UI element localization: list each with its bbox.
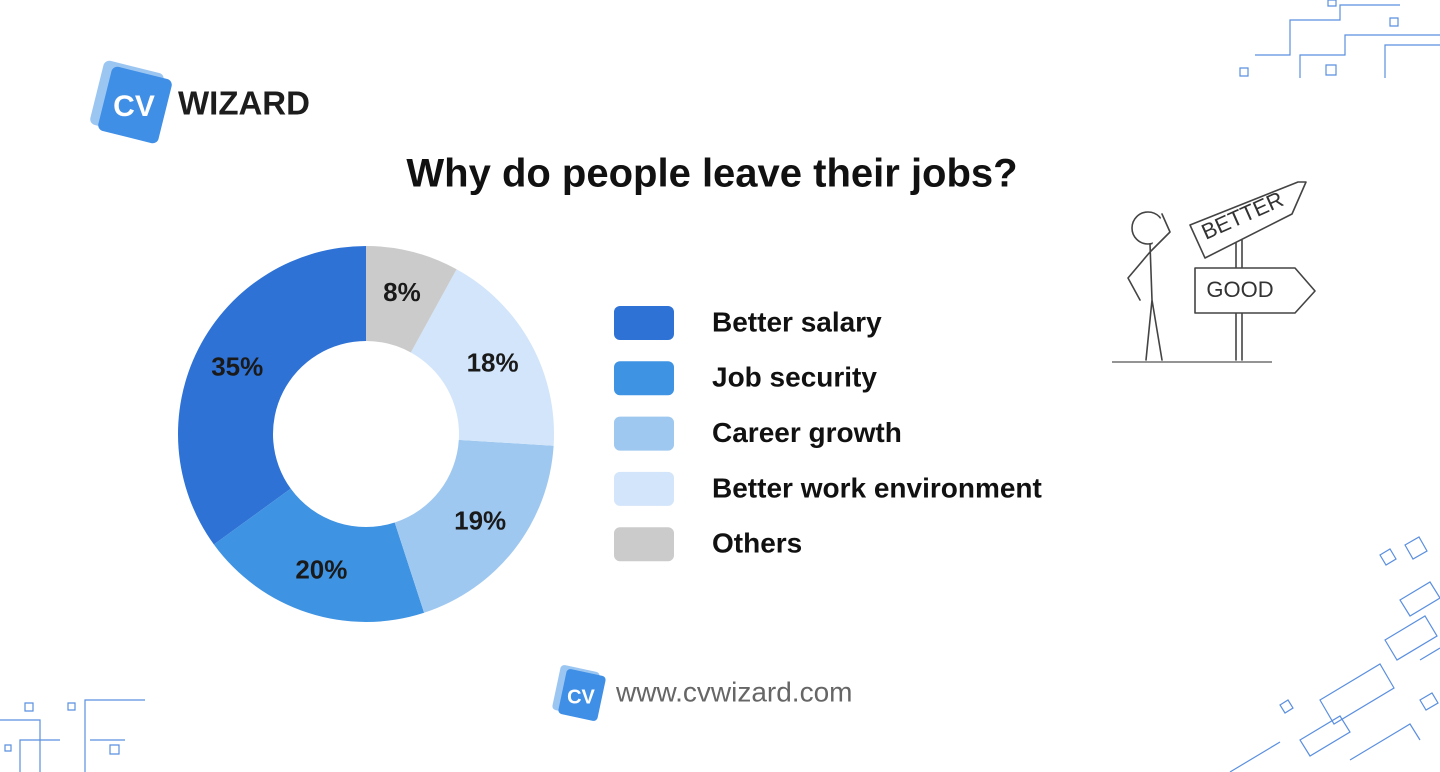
website: www.cvwizard.com xyxy=(615,676,852,707)
illustration: BETTER GOOD xyxy=(1112,181,1316,363)
pie-slice xyxy=(178,246,366,545)
legend-swatch xyxy=(614,471,674,506)
pie-slice xyxy=(366,246,457,353)
footer-mark: CV xyxy=(567,686,595,708)
logo: CV WIZARD xyxy=(90,60,310,144)
sign-text: GOOD xyxy=(1206,277,1273,302)
legend-swatch xyxy=(614,416,674,451)
footer: CV www.cvwizard.com xyxy=(552,665,852,721)
pie-slice xyxy=(213,488,425,623)
legend-swatch xyxy=(614,361,674,396)
legend-swatch xyxy=(614,306,674,340)
logo-mark: CV xyxy=(113,90,155,123)
logo-text: WIZARD xyxy=(178,85,310,122)
pie-slice xyxy=(394,439,554,613)
data-label: 8% xyxy=(383,277,421,307)
legend-label: Better salary xyxy=(712,306,882,337)
legend-swatch xyxy=(614,527,674,562)
legend-label: Better work environment xyxy=(712,472,1042,503)
data-label: 19% xyxy=(454,505,506,535)
legend-label: Career growth xyxy=(712,417,902,448)
data-label: 20% xyxy=(295,554,347,584)
data-label: 35% xyxy=(211,351,263,381)
chart-title: Why do people leave their jobs? xyxy=(406,152,1017,196)
data-label: 18% xyxy=(467,347,519,377)
legend-label: Others xyxy=(712,528,802,559)
legend-label: Job security xyxy=(712,362,877,393)
pie-slice xyxy=(410,269,554,446)
